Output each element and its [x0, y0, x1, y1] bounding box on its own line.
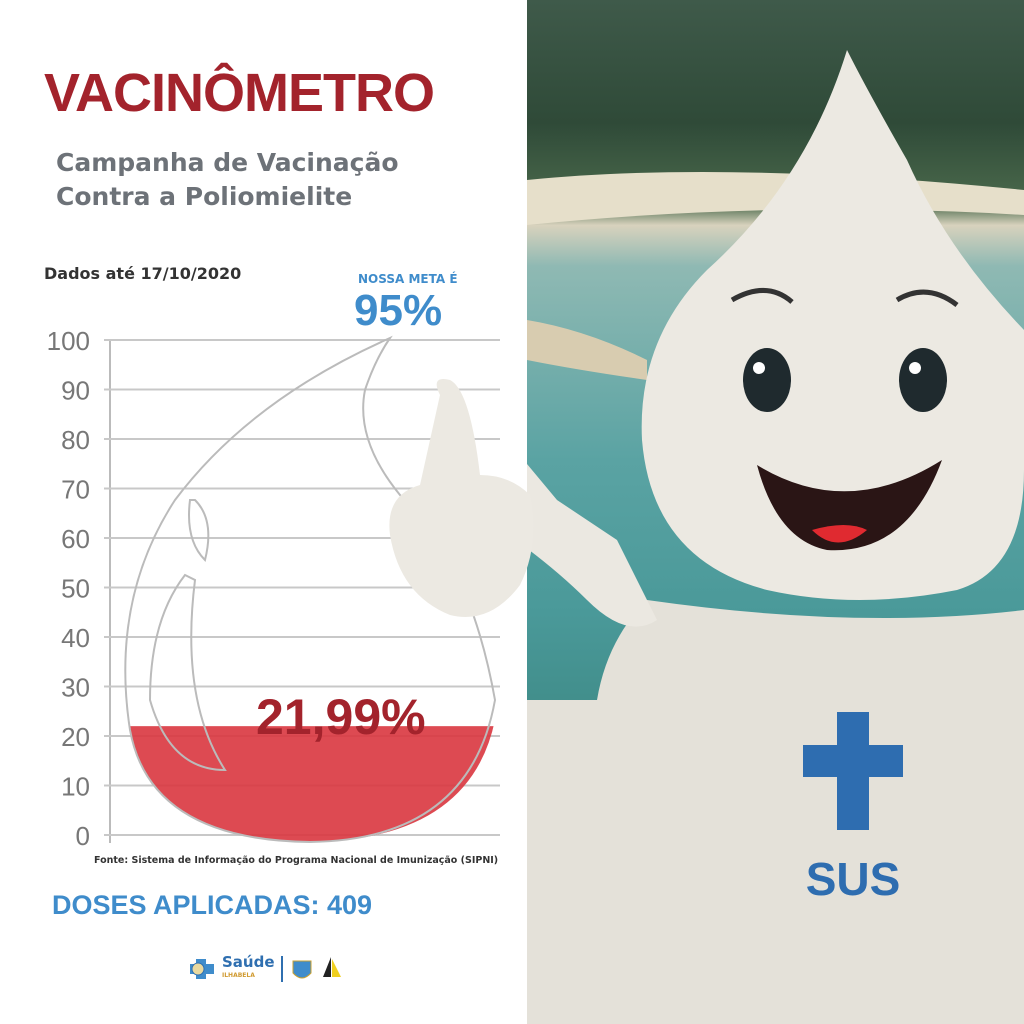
y-tick-label: 30	[61, 673, 90, 703]
ze-gotinha-mascot-image: SUS	[527, 50, 1024, 1024]
mascot-photo: SUS	[527, 0, 1024, 1024]
y-tick-label: 60	[61, 524, 90, 554]
saude-logo: Saúde ILHABELA	[222, 953, 275, 980]
subtitle: Campanha de Vacinação Contra a Poliomieli…	[56, 146, 399, 214]
y-tick-label: 90	[61, 376, 90, 406]
y-tick-label: 0	[76, 821, 90, 851]
city-coat-of-arms-icon	[292, 960, 312, 979]
sus-badge: SUS	[806, 853, 901, 905]
y-tick-label: 20	[61, 722, 90, 752]
drop-outline	[124, 335, 497, 844]
y-tick-label: 100	[47, 326, 90, 356]
health-cross-logo-icon	[190, 959, 214, 979]
source-note: Fonte: Sistema de Informação do Programa…	[94, 855, 499, 866]
subtitle-line-1: Campanha de Vacinação	[56, 148, 399, 177]
y-tick-label: 50	[61, 574, 90, 604]
divider	[280, 956, 283, 982]
mascot-hand	[389, 379, 534, 617]
drop-highlight	[148, 573, 227, 772]
subtitle-line-2: Contra a Poliomielite	[56, 182, 353, 211]
y-tick-label: 40	[61, 623, 90, 653]
goal-value: 95%	[354, 286, 443, 335]
value-label: 21,99%	[256, 689, 426, 745]
page-title: VACINÔMETRO	[44, 63, 435, 123]
doses-applied: DOSES APLICADAS: 409	[52, 890, 373, 920]
logos: Saúde ILHABELA	[188, 955, 343, 983]
goal-label: NOSSA META É	[358, 272, 458, 286]
sailboat-logo-icon	[322, 957, 341, 977]
y-tick-label: 70	[61, 475, 90, 505]
drop-highlight	[188, 499, 210, 562]
y-tick-label: 80	[61, 425, 90, 455]
date-label: Dados até 17/10/2020	[44, 264, 242, 283]
y-tick-label: 10	[61, 772, 90, 802]
